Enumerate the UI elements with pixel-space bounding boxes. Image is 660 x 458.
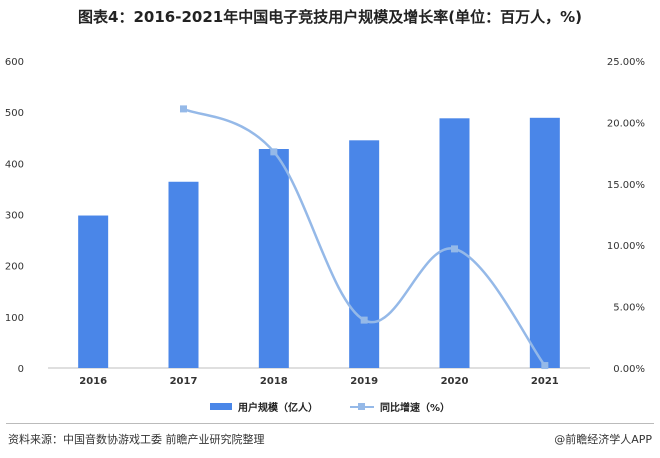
- y-right-tick-label: 5.00%: [613, 303, 645, 314]
- footer-divider: [6, 423, 654, 424]
- y-left-tick-label: 600: [5, 57, 24, 68]
- chart-title: 图表4：2016-2021年中国电子竞技用户规模及增长率(单位：百万人，%): [78, 8, 582, 26]
- legend-label-bar: 用户规模（亿人）: [237, 403, 318, 414]
- x-tick-label: 2017: [170, 376, 198, 387]
- bar: [349, 140, 380, 368]
- bar: [168, 181, 199, 368]
- y-right-tick-label: 20.00%: [607, 118, 645, 129]
- x-tick-label: 2021: [531, 376, 559, 387]
- growth-point: [360, 316, 368, 324]
- y-right-tick-label: 10.00%: [607, 241, 645, 252]
- legend-item-bar: 用户规模（亿人）: [209, 399, 318, 414]
- legend-label-line: 同比增速（%）: [379, 403, 451, 414]
- legend-item-line: 同比增速（%）: [349, 399, 451, 414]
- x-tick-label: 2019: [350, 376, 378, 387]
- chart-svg: 0 100 200 300 400 500 600 0.00% 5.00% 10.00% 15.00…: [5, 57, 645, 387]
- bar: [78, 215, 109, 368]
- x-tick-label: 2020: [441, 376, 469, 387]
- y-right-tick-label: 25.00%: [607, 57, 645, 68]
- growth-point: [180, 105, 187, 113]
- bar: [258, 149, 289, 368]
- legend-swatch-line: [349, 402, 374, 412]
- chart-legend: 用户规模（亿人） 同比增速（%）: [0, 399, 660, 414]
- legend-swatch-bar: [209, 403, 232, 410]
- y-left-tick-label: 100: [5, 313, 24, 324]
- y-left-tick-label: 400: [5, 159, 24, 170]
- footer-brand-text: @前瞻经济学人APP: [554, 433, 652, 446]
- footer-source: 资料来源：中国音数协游戏工委 前瞻产业研究院整理: [8, 433, 265, 446]
- y-left-tick-label: 300: [5, 211, 24, 222]
- footer-brand: @前瞻经济学人APP: [554, 431, 652, 447]
- growth-point: [270, 148, 278, 156]
- growth-point: [451, 245, 458, 253]
- x-tick-label: 2016: [79, 376, 107, 387]
- x-tick-label: 2018: [260, 376, 288, 387]
- y-right-tick-label: 15.00%: [607, 180, 645, 191]
- bar: [529, 117, 560, 368]
- y-left-tick-label: 200: [5, 262, 24, 273]
- bar: [439, 118, 470, 368]
- y-right-tick-label: 0.00%: [613, 364, 645, 375]
- growth-point: [541, 362, 549, 370]
- y-left-tick-label: 500: [5, 108, 24, 119]
- y-left-tick-label: 0: [18, 364, 24, 375]
